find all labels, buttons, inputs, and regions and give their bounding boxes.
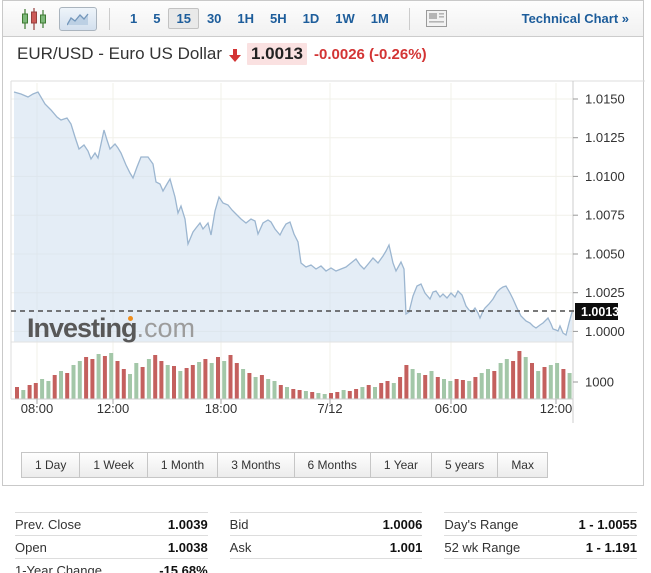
price-chart-area: 1.0150 1.0125 1.0100 1.0075 1.0050 1.0025 1.00…: [3, 71, 645, 452]
volume-axis-label: 1000: [585, 375, 614, 390]
chart-canvas[interactable]: 1.0150 1.0125 1.0100 1.0075 1.0050 1.0025 1.00…: [3, 71, 648, 436]
range-3-months-button[interactable]: 3 Months: [217, 452, 295, 478]
range-5-years-button[interactable]: 5 years: [430, 452, 499, 478]
price-line: [13, 91, 573, 337]
quote-value: 1.001: [389, 539, 423, 555]
quote-value: 1.0006: [382, 516, 423, 532]
last-price: 1.0013: [247, 43, 307, 65]
quote-row: 52 wk Range 1 - 1.191: [444, 536, 638, 559]
technical-chart-link[interactable]: Technical Chart »: [521, 11, 629, 26]
news-panel-icon: [425, 10, 447, 27]
range-1-year-button[interactable]: 1 Year: [369, 452, 432, 478]
quote-label: Open: [15, 539, 47, 555]
watermark-suffix: .com: [136, 313, 196, 343]
quote-value: 1 - 1.191: [585, 539, 638, 555]
svg-text:08:00: 08:00: [21, 401, 54, 416]
range-button-group: 1 Day 1 Week 1 Month 3 Months 6 Months 1 Year…: [21, 452, 548, 478]
watermark-brand: Investing: [27, 313, 138, 343]
quote-value: 1.0039: [167, 516, 208, 532]
interval-1-button[interactable]: 1: [122, 8, 145, 29]
svg-text:1.0125: 1.0125: [585, 130, 625, 145]
change-value: -0.0026: [314, 45, 365, 63]
instrument-header: EUR/USD - Euro US Dollar 1.0013 -0.0026 …: [3, 37, 643, 71]
interval-30-button[interactable]: 30: [199, 8, 229, 29]
range-1-week-button[interactable]: 1 Week: [79, 452, 148, 478]
investing-watermark: Investing .com: [27, 315, 195, 342]
change-percent: (-0.26%): [369, 45, 427, 63]
price-axis: 1.0150 1.0125 1.0100 1.0075 1.0050 1.0025 1.00…: [573, 92, 625, 339]
svg-text:1.0075: 1.0075: [585, 208, 625, 223]
quote-value: 1.0038: [167, 539, 208, 555]
quote-value: -15.68%: [159, 562, 208, 573]
area-chart-button[interactable]: [59, 6, 97, 31]
interval-1h-button[interactable]: 1H: [229, 8, 262, 29]
svg-text:7/12: 7/12: [317, 401, 342, 416]
watermark-orange-dot-icon: [128, 316, 133, 321]
toolbar-divider: [109, 7, 110, 30]
quote-label: 52 wk Range: [444, 539, 521, 555]
svg-text:1.0100: 1.0100: [585, 169, 625, 184]
interval-1w-button[interactable]: 1W: [327, 8, 363, 29]
quote-label: 1-Year Change: [15, 562, 102, 573]
area-chart-icon: [67, 13, 89, 25]
quote-row: 1-Year Change -15.68%: [15, 559, 208, 573]
candlestick-icon: [22, 7, 46, 30]
range-1-day-button[interactable]: 1 Day: [21, 452, 81, 478]
interval-5-button[interactable]: 5: [145, 8, 168, 29]
quote-value: 1 - 1.0055: [578, 516, 638, 532]
time-axis: 08:00 12:00 18:00 7/12 06:00 12:00: [21, 401, 573, 416]
quote-row: Prev. Close 1.0039: [15, 513, 208, 536]
svg-text:12:00: 12:00: [540, 401, 573, 416]
svg-text:1.0000: 1.0000: [585, 324, 625, 339]
quote-row: Ask 1.001: [229, 536, 423, 559]
quote-column: Bid 1.0006 Ask 1.001: [229, 512, 423, 573]
interval-1d-button[interactable]: 1D: [295, 8, 328, 29]
interval-1m-button[interactable]: 1M: [363, 8, 397, 29]
svg-text:06:00: 06:00: [435, 401, 468, 416]
svg-text:1.0050: 1.0050: [585, 247, 625, 262]
candlestick-chart-button[interactable]: [17, 6, 51, 32]
interval-5h-button[interactable]: 5H: [262, 8, 295, 29]
quote-row: Bid 1.0006: [229, 513, 423, 536]
quote-row: Day's Range 1 - 1.0055: [444, 513, 638, 536]
svg-text:18:00: 18:00: [205, 401, 238, 416]
quote-label: Ask: [229, 539, 252, 555]
price-down-arrow-icon: [229, 48, 241, 62]
toolbar-divider: [408, 7, 410, 30]
quote-row: Open 1.0038: [15, 536, 208, 559]
quote-label: Prev. Close: [15, 516, 82, 532]
volume-series: [15, 351, 572, 399]
range-1-month-button[interactable]: 1 Month: [146, 452, 219, 478]
news-panel-button[interactable]: [422, 8, 451, 29]
range-6-months-button[interactable]: 6 Months: [293, 452, 371, 478]
quote-table: Prev. Close 1.0039 Open 1.0038 1-Year Change…: [15, 512, 638, 573]
svg-text:1.0150: 1.0150: [585, 92, 625, 107]
chart-widget: 1 5 15 30 1H 5H 1D 1W 1M Technical Chart » EUR/U…: [2, 0, 645, 486]
price-change: -0.0026 (-0.26%): [314, 46, 427, 63]
svg-text:12:00: 12:00: [97, 401, 130, 416]
quote-label: Bid: [229, 516, 249, 532]
interval-15-button[interactable]: 15: [168, 8, 199, 29]
quote-column: Prev. Close 1.0039 Open 1.0038 1-Year Change…: [15, 512, 208, 573]
current-price-badge: 1.0013: [575, 303, 619, 320]
quote-label: Day's Range: [444, 516, 519, 532]
svg-text:1.0013: 1.0013: [581, 305, 619, 319]
chart-toolbar: 1 5 15 30 1H 5H 1D 1W 1M Technical Chart »: [3, 1, 643, 37]
quote-column: Day's Range 1 - 1.0055 52 wk Range 1 - 1.19…: [444, 512, 638, 573]
interval-button-group: 1 5 15 30 1H 5H 1D 1W 1M: [122, 8, 397, 29]
range-max-button[interactable]: Max: [497, 452, 548, 478]
svg-text:1.0025: 1.0025: [585, 285, 625, 300]
pair-title: EUR/USD - Euro US Dollar: [17, 44, 222, 63]
price-area-fill: [14, 92, 572, 342]
